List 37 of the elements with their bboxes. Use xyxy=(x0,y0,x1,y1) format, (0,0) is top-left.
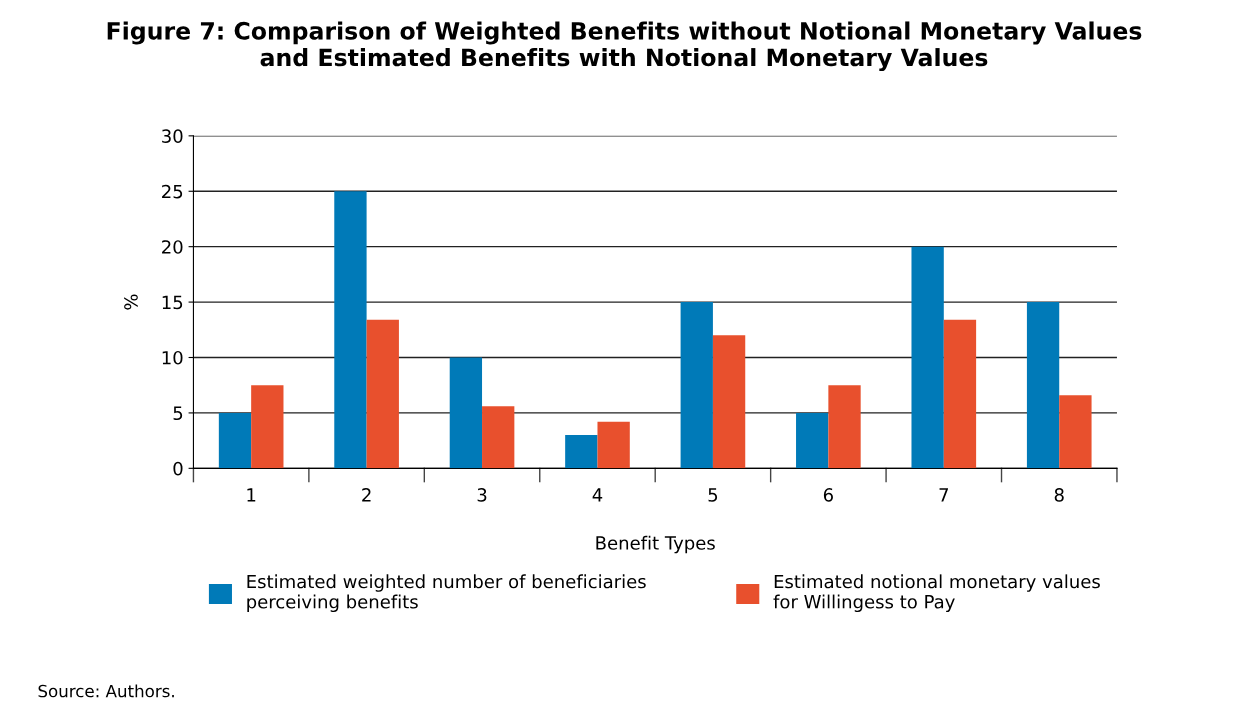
bar xyxy=(334,191,367,469)
x-tick-label: 3 xyxy=(477,488,487,502)
y-tick-label: 5 xyxy=(173,406,183,421)
x-tick-label: 6 xyxy=(823,488,833,502)
bar xyxy=(1059,395,1092,469)
x-tick-label: 1 xyxy=(247,488,256,502)
bar xyxy=(218,412,252,469)
bar xyxy=(911,246,944,469)
x-tick-label: 2 xyxy=(362,488,371,502)
x-tick-label: 8 xyxy=(1054,488,1064,502)
y-tick-label: 10 xyxy=(162,350,183,365)
bar xyxy=(1026,302,1060,469)
x-tick-label: 4 xyxy=(592,488,603,502)
y-tick-label: 30 xyxy=(162,129,183,143)
bar xyxy=(943,319,977,469)
y-tick-label: 25 xyxy=(162,184,183,199)
y-axis-title: % xyxy=(124,294,138,310)
bar xyxy=(482,406,515,469)
y-tick-label: 20 xyxy=(162,240,183,254)
bar xyxy=(251,385,284,469)
bar xyxy=(565,435,598,469)
y-tick-label: 15 xyxy=(162,295,183,310)
bar xyxy=(796,412,829,469)
bar xyxy=(597,421,630,469)
source-note: Source: Authors. xyxy=(38,684,174,698)
x-tick-label: 5 xyxy=(708,488,718,502)
legend-label: Estimated weighted number of beneficiaries perceiving benefits xyxy=(247,574,646,613)
bar xyxy=(449,357,483,469)
bar xyxy=(680,302,713,469)
x-axis-title: Benefit Types xyxy=(596,535,715,554)
chart-title: Figure 7: Comparison of Weighted Benefits without Notional Monetary Values and Estimated Benefits with Notional Monetary Values xyxy=(107,21,1142,72)
bar xyxy=(828,385,861,469)
bar xyxy=(366,319,399,469)
bar xyxy=(712,335,746,469)
legend-label: Estimated notional monetary values for Willingess to Pay xyxy=(773,574,1100,613)
y-tick-label: 0 xyxy=(173,461,183,476)
x-tick-label: 7 xyxy=(939,488,948,502)
